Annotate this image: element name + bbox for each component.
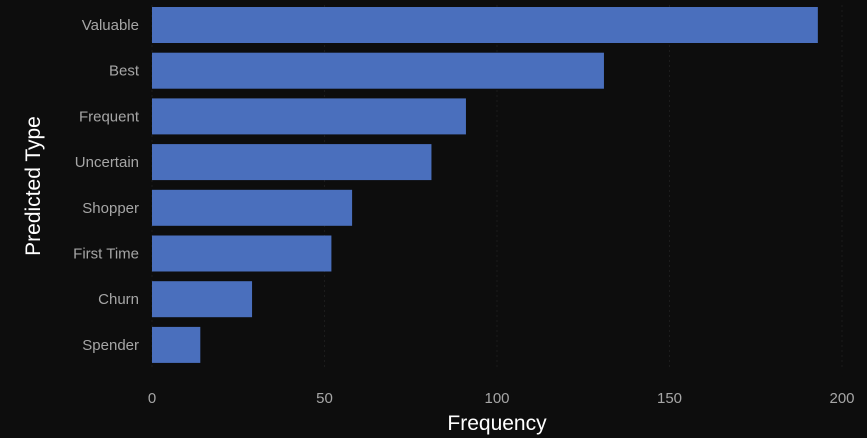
y-tick-labels: Valuable Best Frequent Uncertain Shopper Firs… bbox=[73, 17, 140, 354]
bar-best bbox=[152, 52, 604, 89]
y-axis-title: Predicted Type bbox=[22, 116, 45, 256]
y-tick-label-uncertain: Uncertain bbox=[75, 154, 139, 171]
x-tick-label-100: 100 bbox=[484, 390, 509, 407]
x-tick-label-0: 0 bbox=[148, 390, 156, 407]
x-tick-label-50: 50 bbox=[316, 390, 333, 407]
y-tick-label-best: Best bbox=[109, 63, 140, 80]
bar-valuable bbox=[152, 7, 818, 43]
x-tick-label-200: 200 bbox=[829, 390, 854, 407]
bars-layer bbox=[152, 7, 818, 363]
x-axis-title: Frequency bbox=[447, 412, 547, 435]
y-tick-label-shopper: Shopper bbox=[82, 200, 139, 217]
bar-shopper bbox=[152, 189, 353, 226]
bar-frequent bbox=[152, 98, 466, 135]
bar-churn bbox=[152, 281, 253, 318]
bar-first-time bbox=[152, 235, 332, 272]
x-tick-label-150: 150 bbox=[657, 390, 682, 407]
y-tick-label-churn: Churn bbox=[98, 291, 139, 308]
bar-uncertain bbox=[152, 144, 432, 181]
y-tick-label-spender: Spender bbox=[82, 337, 139, 354]
y-tick-label-valuable: Valuable bbox=[82, 17, 139, 34]
y-tick-label-first-time: First Time bbox=[73, 246, 139, 263]
bar-spender bbox=[152, 326, 201, 363]
y-tick-label-frequent: Frequent bbox=[79, 108, 140, 125]
x-tick-labels: 0 50 100 150 200 bbox=[148, 390, 855, 407]
